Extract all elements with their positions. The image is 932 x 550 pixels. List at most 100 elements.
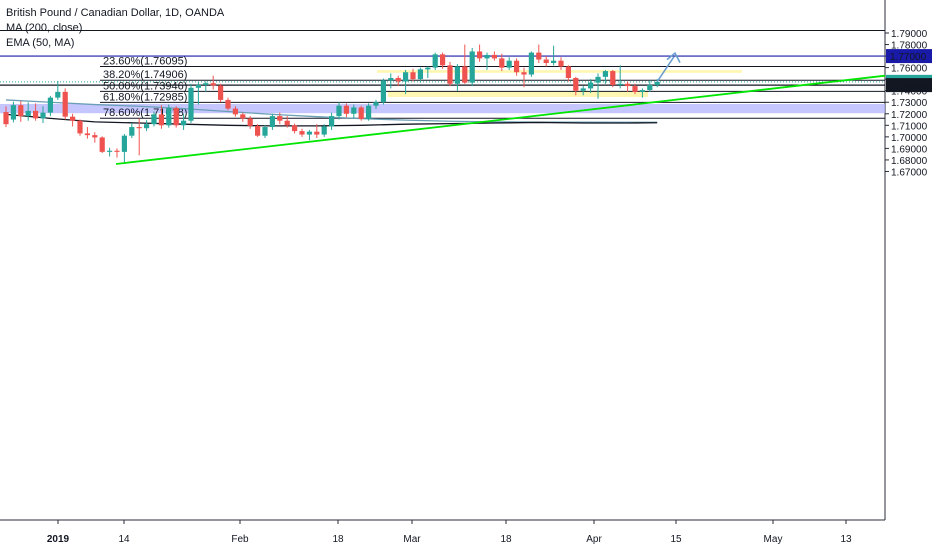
candle-body <box>632 86 638 92</box>
candle-body <box>33 110 39 119</box>
candle-body <box>647 84 653 91</box>
candle-body <box>573 78 579 91</box>
candle-body <box>410 72 416 80</box>
fib-level-label: 38.20%(1.74906) <box>103 69 187 81</box>
price-tag-line: 1.74484 <box>890 81 927 92</box>
y-tick-label: 1.79000 <box>891 29 928 40</box>
x-tick-label: 18 <box>332 534 344 545</box>
candle-body <box>173 108 179 126</box>
candle-body <box>121 135 127 152</box>
candle-body <box>469 51 475 83</box>
candle-body <box>240 114 246 119</box>
candle-body <box>462 66 468 83</box>
candle-body <box>499 58 505 68</box>
y-tick-label: 1.76000 <box>891 64 928 75</box>
price-tag-line-bg <box>886 78 932 93</box>
candle-body <box>484 54 490 59</box>
y-tick-label: 1.71000 <box>891 121 928 132</box>
x-tick-label: 18 <box>500 534 512 545</box>
y-tick-label: 1.73000 <box>891 98 928 109</box>
candle-body <box>92 135 98 138</box>
candle-body <box>425 67 431 70</box>
y-tick-label: 1.78000 <box>891 41 928 52</box>
y-tick-label: 1.72000 <box>891 110 928 121</box>
candle-body <box>107 150 113 152</box>
candle-body <box>617 83 623 85</box>
candle-body <box>232 108 238 115</box>
x-tick-label: 15 <box>670 534 682 545</box>
support-zone-upper <box>388 91 648 98</box>
support-zone <box>0 103 885 114</box>
candle-body <box>351 107 357 114</box>
candle-body <box>55 91 61 98</box>
candle-body <box>284 120 290 126</box>
candle-body <box>144 124 150 129</box>
candle-body <box>314 131 320 135</box>
resistance-zone <box>377 70 742 73</box>
candle-body <box>380 80 386 103</box>
candle-body <box>654 81 660 85</box>
candle-body <box>432 54 438 68</box>
candle-body <box>343 105 349 114</box>
candle-body <box>210 83 216 86</box>
candle-body <box>277 116 283 121</box>
candle-body <box>195 84 201 88</box>
candle-body <box>299 131 305 135</box>
x-tick-label: 13 <box>840 534 852 545</box>
candle-body <box>536 52 542 60</box>
candle-body <box>47 97 53 113</box>
candle-body <box>521 72 527 75</box>
candle-body <box>447 65 453 84</box>
candle-body <box>440 54 446 66</box>
candle-body <box>3 112 9 125</box>
x-tick-label: Feb <box>231 534 249 545</box>
y-tick-label: 1.74000 <box>891 87 928 98</box>
candle-body <box>366 105 372 119</box>
candle-body <box>565 66 571 79</box>
ma-indicator-label: MA (200, close) <box>6 22 83 34</box>
candle-body <box>336 105 342 117</box>
x-tick-label: 2019 <box>47 534 70 545</box>
candle-body <box>292 125 298 132</box>
candle-body <box>62 91 68 117</box>
y-tick-label: 1.68000 <box>891 156 928 167</box>
candle-body <box>514 60 520 73</box>
candle-body <box>129 127 135 136</box>
y-tick-label: 1.69000 <box>891 144 928 155</box>
candle-body <box>477 51 483 59</box>
ma-line <box>5 113 658 127</box>
candle-body <box>306 131 312 135</box>
candle-body <box>588 82 594 89</box>
candle-body <box>395 78 401 82</box>
candle-body <box>218 85 224 100</box>
candle-body <box>543 59 549 64</box>
candle-body <box>262 127 268 136</box>
candle-body <box>181 120 187 126</box>
candle-body <box>403 72 409 82</box>
x-tick-label: 14 <box>118 534 130 545</box>
candle-body <box>99 137 105 152</box>
chart-title: British Pound / Canadian Dollar, 1D, OAN… <box>6 7 225 19</box>
x-tick-label: Apr <box>586 534 602 545</box>
candle-body <box>247 118 253 126</box>
candle-body <box>166 108 172 126</box>
ema-indicator-label: EMA (50, MA) <box>6 37 75 49</box>
candle-body <box>84 133 90 136</box>
candle-body <box>18 105 24 117</box>
candle-body <box>417 69 423 80</box>
candle-body <box>639 90 645 92</box>
candle-body <box>580 88 586 91</box>
fib-level-label: 23.60%(1.76095) <box>103 56 187 68</box>
candle-body <box>136 127 142 129</box>
fib-level-label: 50.00%(1.73946) <box>103 80 187 92</box>
candle-body <box>70 116 76 121</box>
candle-body <box>491 54 497 59</box>
candle-body <box>506 60 512 68</box>
candle-body <box>329 116 335 127</box>
candle-body <box>528 52 534 75</box>
candle-body <box>188 87 194 121</box>
forecast-arrow <box>656 56 675 83</box>
candle-body <box>114 150 120 152</box>
candle-body <box>151 114 157 125</box>
